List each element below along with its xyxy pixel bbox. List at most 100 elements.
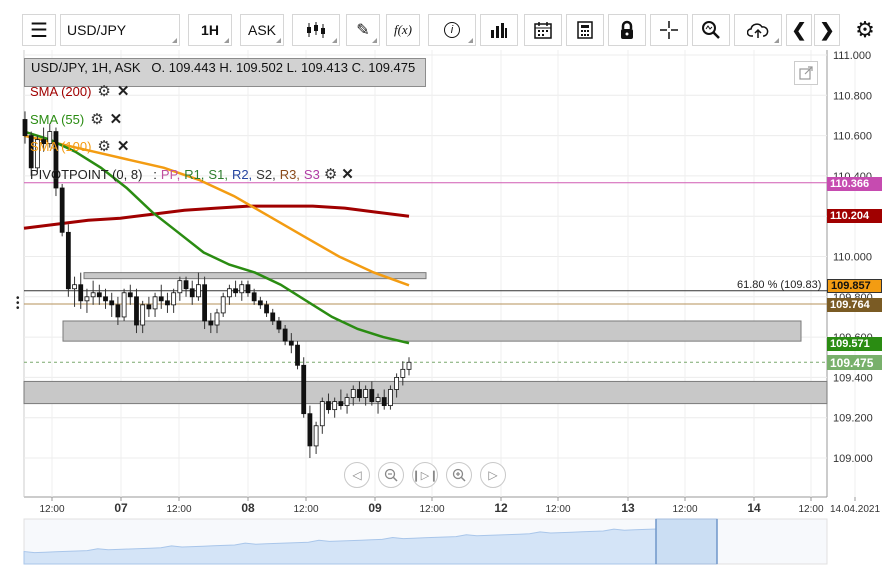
symbol-selector[interactable]: USD/JPY	[60, 14, 180, 46]
candle-body	[115, 304, 121, 318]
x-tick-label: 12	[494, 501, 508, 515]
sma200-close-icon[interactable]: ✕	[116, 83, 130, 100]
candle-body	[84, 296, 90, 302]
pivot-s2: S2,	[256, 166, 276, 182]
pivot-label: PIVOTPOINT (0, 8) :	[30, 166, 157, 182]
candle-body	[288, 340, 294, 346]
nav-next-button[interactable]: ▷	[480, 462, 506, 488]
candle-body	[326, 401, 331, 411]
upload-button[interactable]	[734, 14, 782, 46]
candle-body	[78, 284, 84, 302]
y-tick-label: 109.400	[833, 372, 873, 384]
x-tick-label: 07	[114, 501, 128, 515]
candle-body	[121, 292, 127, 318]
zoom-button[interactable]	[692, 14, 730, 46]
calendar-icon	[534, 22, 552, 39]
reset-icon: ❙▷❙	[411, 469, 439, 482]
candle-body	[189, 288, 195, 298]
sma55-label: SMA (55)	[30, 111, 85, 127]
lock-icon	[621, 20, 633, 39]
menu-button[interactable]: ☰	[22, 14, 56, 46]
settings-button[interactable]: ⚙	[850, 14, 880, 46]
indicators-button[interactable]: f(x)	[386, 14, 420, 46]
navigator-area	[23, 528, 657, 565]
lock-button[interactable]	[608, 14, 646, 46]
candle-body	[350, 389, 356, 398]
zoom-in-button[interactable]	[446, 462, 472, 488]
candle-body	[363, 389, 369, 398]
candle-body	[109, 300, 115, 306]
candle-body	[134, 296, 139, 326]
sma200-settings-gear-icon[interactable]: ⚙	[97, 83, 111, 100]
gear-icon: ⚙	[855, 17, 875, 42]
candle-body	[196, 284, 201, 298]
nav-prev-button[interactable]: ◁	[344, 462, 370, 488]
sma100-label: SMA (100)	[30, 138, 92, 154]
y-tick-label: 109.200	[833, 413, 873, 425]
calendar-button[interactable]	[524, 14, 562, 46]
candle-body	[388, 389, 393, 407]
navigator-window	[655, 518, 718, 565]
sma100-legend: SMA (100) ⚙ ✕	[30, 137, 129, 155]
x-tick-label: 12:00	[545, 504, 570, 515]
candle-body	[245, 284, 251, 294]
candle-body	[357, 389, 362, 398]
fib-price-tag: 109.764	[827, 298, 882, 312]
sma55-close-icon[interactable]: ✕	[109, 111, 123, 128]
popout-icon	[799, 66, 813, 80]
crosshair-icon	[660, 21, 678, 39]
drawing-tool-button[interactable]: ✎	[346, 14, 380, 46]
price-type-selector[interactable]: ASK	[240, 14, 284, 46]
support-resistance-zone	[23, 380, 828, 405]
bar-chart-icon	[491, 23, 507, 38]
pivot-close-icon[interactable]: ✕	[341, 166, 354, 183]
y-tick-label: 109.000	[833, 453, 873, 465]
candle-body	[369, 389, 375, 402]
candle-body	[152, 296, 158, 310]
detach-window-button[interactable]	[794, 61, 818, 85]
dropdown-corner-icon	[224, 38, 229, 43]
candle-body	[183, 280, 189, 290]
scroll-right-button[interactable]: ❯	[814, 14, 840, 46]
pivot-s1: S1,	[208, 166, 228, 182]
candle-body	[344, 397, 350, 407]
x-tick-label: 08	[241, 501, 255, 515]
candle-body	[214, 312, 220, 326]
hamburger-icon: ☰	[30, 19, 48, 42]
volume-button[interactable]	[480, 14, 518, 46]
info-button[interactable]: i	[428, 14, 476, 46]
sma100-close-icon[interactable]: ✕	[116, 138, 130, 155]
pivot-legend: PIVOTPOINT (0, 8) : PP, R1, S1, R2, S2, …	[30, 165, 354, 183]
scroll-left-button[interactable]: ❮	[786, 14, 812, 46]
candle-body	[171, 292, 177, 306]
price-type-label: ASK	[247, 22, 276, 38]
candle-body	[202, 284, 208, 322]
sma100-settings-gear-icon[interactable]: ⚙	[97, 138, 111, 155]
sma55-settings-gear-icon[interactable]: ⚙	[90, 111, 104, 128]
dropdown-corner-icon	[468, 38, 473, 43]
x-tick-label: 12:00	[39, 504, 64, 515]
pencil-icon: ✎	[356, 22, 370, 39]
dropdown-corner-icon	[276, 38, 281, 43]
pivot-s3: S3	[303, 166, 320, 182]
dropdown-corner-icon	[372, 38, 377, 43]
candle-body	[34, 139, 40, 169]
zoom-out-button[interactable]	[378, 462, 404, 488]
pivot-settings-gear-icon[interactable]: ⚙	[323, 166, 338, 183]
timeframe-selector[interactable]: 1H	[188, 14, 232, 46]
calculator-button[interactable]	[566, 14, 604, 46]
crosshair-button[interactable]	[650, 14, 688, 46]
candle-body	[72, 284, 77, 290]
candle-body	[146, 304, 152, 310]
last-price-tag: 109.475	[827, 355, 882, 370]
candle-body	[276, 320, 282, 330]
reset-view-button[interactable]: ❙▷❙	[412, 462, 438, 488]
pivot-r3: R3,	[279, 166, 300, 182]
candle-body	[282, 328, 288, 342]
drag-handle[interactable]: • • •	[16, 294, 20, 314]
sma55-line	[23, 130, 410, 345]
pivot-pp: PP,	[160, 166, 181, 182]
ohlc-text: USD/JPY, 1H, ASK O. 109.443 H. 109.502 L…	[31, 60, 416, 75]
chart-type-button[interactable]	[292, 14, 340, 46]
